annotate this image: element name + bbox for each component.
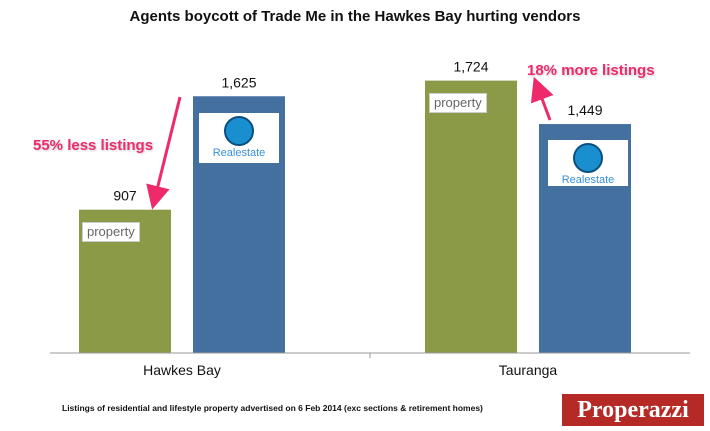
arrow (530, 76, 554, 121)
realestate-logo: Realestate (548, 140, 628, 186)
data-label: 1,449 (567, 102, 602, 118)
data-label: 1,724 (453, 59, 488, 75)
annotation-tauranga: 18% more listings (527, 62, 655, 79)
data-label: 1,625 (221, 74, 256, 90)
category-label: Tauranga (499, 362, 558, 378)
chart-title: Agents boycott of Trade Me in the Hawkes… (129, 8, 581, 25)
annotation-hawkes-bay: 55% less listings (33, 137, 154, 154)
bar (425, 80, 517, 353)
category-label: Hawkes Bay (143, 362, 221, 378)
footnote: Listings of residential and lifestyle pr… (62, 403, 483, 413)
data-label: 907 (113, 188, 137, 204)
realestate-logo: Realestate (199, 113, 279, 163)
properazzi-logo: Properazzi (562, 394, 704, 426)
trademe-property-logo: property (82, 222, 140, 242)
arrow (146, 96, 182, 210)
trademe-property-logo: property (429, 93, 487, 113)
